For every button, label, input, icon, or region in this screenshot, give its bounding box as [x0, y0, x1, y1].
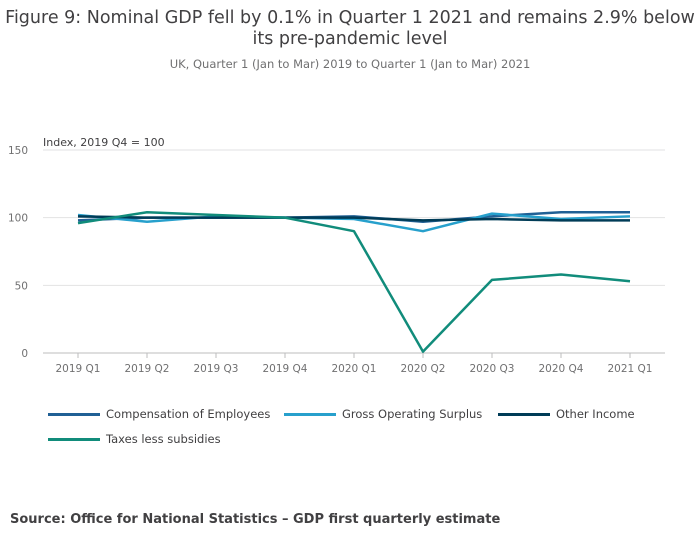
x-tick-label: 2020 Q1 — [331, 363, 376, 375]
y-axis-title: Index, 2019 Q4 = 100 — [43, 136, 165, 149]
series-line-gross-operating-surplus — [77, 212, 631, 233]
y-tick-label: 150 — [8, 145, 28, 157]
x-tick-label: 2021 Q1 — [607, 363, 652, 375]
legend-item: Other Income — [498, 407, 635, 421]
series-layer — [77, 211, 631, 353]
legend-swatch — [284, 412, 336, 416]
x-tick-label: 2019 Q3 — [193, 363, 238, 375]
y-tick-label: 0 — [21, 348, 28, 360]
legend-swatch — [498, 412, 550, 416]
x-tick-label: 2020 Q2 — [400, 363, 445, 375]
y-tick-layer: 0 50 100 150 — [8, 145, 28, 360]
x-tick-label: 2019 Q1 — [55, 363, 100, 375]
legend-swatch — [48, 437, 100, 441]
chart-title: Figure 9: Nominal GDP fell by 0.1% in Qu… — [5, 8, 695, 49]
legend-swatch — [48, 412, 100, 416]
legend-item: Compensation of Employees — [48, 407, 270, 421]
x-tick-label: 2020 Q3 — [469, 363, 514, 375]
x-tick-label: 2019 Q4 — [262, 363, 307, 375]
legend-label: Other Income — [556, 407, 635, 421]
x-tick-layer: 2019 Q1 2019 Q2 2019 Q3 2019 Q4 2020 Q1 2020 … — [55, 353, 653, 375]
source-note: Source: Office for National Statistics –… — [10, 512, 501, 527]
series-line-other-income — [77, 215, 630, 222]
grid-layer — [43, 149, 665, 354]
y-tick-label: 100 — [8, 213, 28, 225]
legend-item: Gross Operating Surplus — [284, 407, 482, 421]
x-tick-label: 2020 Q4 — [538, 363, 583, 375]
series-line-taxes-less-subsidies — [77, 211, 631, 353]
legend-label: Gross Operating Surplus — [342, 407, 483, 421]
x-tick-label: 2019 Q2 — [124, 363, 169, 375]
legend-label: Taxes less subsidies — [106, 432, 221, 446]
legend-item: Taxes less subsidies — [48, 432, 221, 446]
legend-label: Compensation of Employees — [106, 407, 271, 421]
chart-subtitle: UK, Quarter 1 (Jan to Mar) 2019 to Quart… — [169, 57, 531, 71]
y-tick-label: 50 — [15, 280, 28, 292]
